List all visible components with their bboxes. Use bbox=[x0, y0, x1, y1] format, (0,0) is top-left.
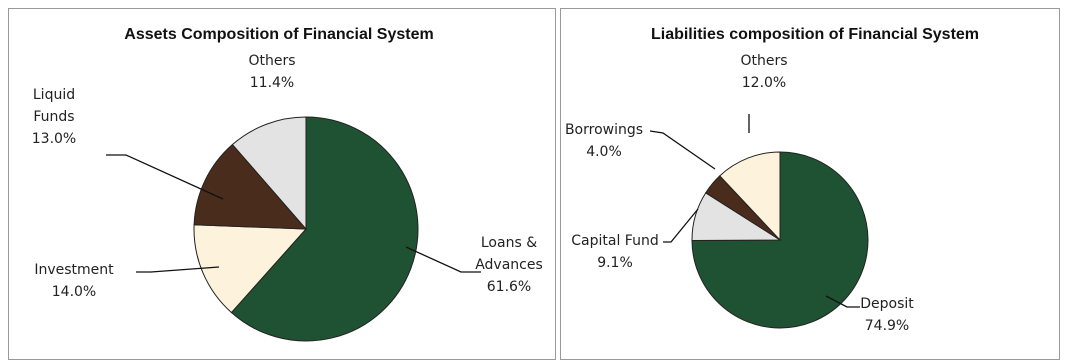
data-label-line: Funds bbox=[33, 109, 74, 125]
leader-line-capital-fund bbox=[663, 208, 699, 243]
data-label-line: Others bbox=[740, 53, 787, 69]
data-label-line: 9.1% bbox=[597, 255, 633, 271]
pie-slice-loans-advances bbox=[230, 116, 419, 342]
data-label-line: Borrowings bbox=[565, 122, 643, 138]
data-label-line: Investment bbox=[34, 262, 114, 278]
pie-slice-others bbox=[231, 116, 307, 231]
assets-chart-panel: Assets Composition of Financial System L… bbox=[8, 8, 556, 360]
leader-line-investment bbox=[136, 266, 220, 273]
pie-slice-investment bbox=[193, 224, 308, 314]
data-label-investment: Investment 14.0% bbox=[34, 262, 114, 300]
data-label-line: Deposit bbox=[860, 296, 914, 312]
data-label-others: Others 12.0% bbox=[740, 53, 787, 91]
chart-title: Assets Composition of Financial System bbox=[124, 26, 433, 43]
data-label-liquid-funds: Liquid Funds 13.0% bbox=[32, 87, 76, 147]
data-label-others: Others 11.4% bbox=[248, 53, 295, 91]
data-label-deposit: Deposit 74.9% bbox=[860, 296, 914, 334]
data-label-capital-fund: Capital Fund 9.1% bbox=[571, 233, 658, 271]
data-label-loans-advances: Loans & Advances 61.6% bbox=[475, 235, 543, 295]
data-label-line: Capital Fund bbox=[571, 233, 658, 249]
data-label-line: 12.0% bbox=[742, 75, 786, 91]
pie-slice-liquid-funds bbox=[193, 143, 308, 230]
chart-title: Liabilities composition of Financial Sys… bbox=[651, 26, 979, 43]
data-label-line: 74.9% bbox=[865, 318, 909, 334]
leader-line-deposit bbox=[825, 295, 860, 308]
data-label-line: 11.4% bbox=[250, 75, 294, 91]
assets-pie-chart: Assets Composition of Financial System L… bbox=[32, 26, 543, 342]
liabilities-chart-panel: Liabilities composition of Financial Sys… bbox=[560, 8, 1060, 360]
data-label-line: Advances bbox=[475, 257, 543, 273]
liabilities-pie-chart: Liabilities composition of Financial Sys… bbox=[565, 26, 979, 334]
data-label-line: Others bbox=[248, 53, 295, 69]
data-label-line: 13.0% bbox=[32, 131, 76, 147]
data-label-line: 14.0% bbox=[52, 284, 96, 300]
data-label-line: Liquid bbox=[33, 87, 75, 103]
data-label-line: 4.0% bbox=[586, 144, 622, 160]
pie-slice-others bbox=[719, 151, 781, 242]
data-label-line: 61.6% bbox=[487, 279, 531, 295]
leader-line-liquid-funds bbox=[106, 154, 224, 200]
data-label-line: Loans & bbox=[481, 235, 537, 251]
pie-slice-deposit bbox=[691, 151, 869, 329]
leader-line-borrowings bbox=[649, 130, 716, 170]
data-label-borrowings: Borrowings 4.0% bbox=[565, 122, 643, 160]
leader-line-loans-advances bbox=[405, 246, 481, 273]
